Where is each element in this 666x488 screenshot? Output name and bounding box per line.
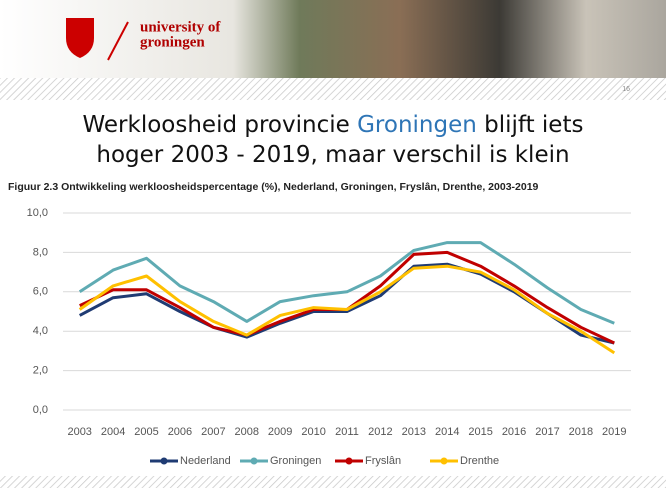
y-tick-label: 2,0 <box>33 365 48 377</box>
y-tick-label: 0,0 <box>33 404 48 416</box>
x-tick-label: 2005 <box>134 426 158 438</box>
slide-number: 16 <box>622 86 630 93</box>
legend-label: Nederland <box>180 455 231 467</box>
x-tick-label: 2014 <box>435 426 459 438</box>
legend-label: Groningen <box>270 455 321 467</box>
x-tick-label: 2012 <box>368 426 392 438</box>
legend-label: Drenthe <box>460 455 499 467</box>
chart-title: Figuur 2.3 Ontwikkeling werkloosheidsper… <box>8 181 539 193</box>
x-tick-label: 2017 <box>535 426 559 438</box>
y-tick-label: 4,0 <box>33 325 48 337</box>
x-tick-label: 2011 <box>335 426 359 438</box>
x-tick-label: 2007 <box>201 426 225 438</box>
title-text: blijft iets <box>484 112 583 138</box>
hatch-band <box>0 476 666 488</box>
x-tick-label: 2003 <box>67 426 91 438</box>
legend-swatch <box>251 458 258 465</box>
legend-swatch <box>161 458 168 465</box>
logo-text: university of <box>140 19 221 35</box>
y-tick-label: 6,0 <box>33 286 48 298</box>
legend-swatch <box>346 458 353 465</box>
logo-text: groningen <box>140 34 205 50</box>
x-tick-label: 2010 <box>301 426 325 438</box>
y-tick-label: 10,0 <box>27 207 48 219</box>
x-tick-label: 2009 <box>268 426 292 438</box>
slide: university of groningen 16 Figuur 2.3 On… <box>0 0 666 488</box>
x-tick-label: 2006 <box>168 426 192 438</box>
legend-label: Fryslân <box>365 455 401 467</box>
x-tick-label: 2015 <box>468 426 492 438</box>
title-text: Werkloosheid provincie <box>83 112 350 138</box>
x-tick-label: 2004 <box>101 426 125 438</box>
header-photo <box>0 0 666 78</box>
x-tick-label: 2018 <box>569 426 593 438</box>
y-tick-label: 8,0 <box>33 246 48 258</box>
x-tick-label: 2016 <box>502 426 526 438</box>
x-tick-label: 2013 <box>402 426 426 438</box>
x-tick-label: 2019 <box>602 426 626 438</box>
legend-swatch <box>441 458 448 465</box>
title-highlight: Groningen <box>357 112 477 138</box>
data-line <box>80 252 615 343</box>
title-text: hoger 2003 - 2019, maar verschil is klei… <box>96 142 569 168</box>
slide-title: Werkloosheid provincie Groningen blijft … <box>0 110 666 170</box>
x-tick-label: 2008 <box>235 426 259 438</box>
chart: university of groningen 16 Figuur 2.3 On… <box>0 0 666 488</box>
hatch-band <box>0 78 666 100</box>
